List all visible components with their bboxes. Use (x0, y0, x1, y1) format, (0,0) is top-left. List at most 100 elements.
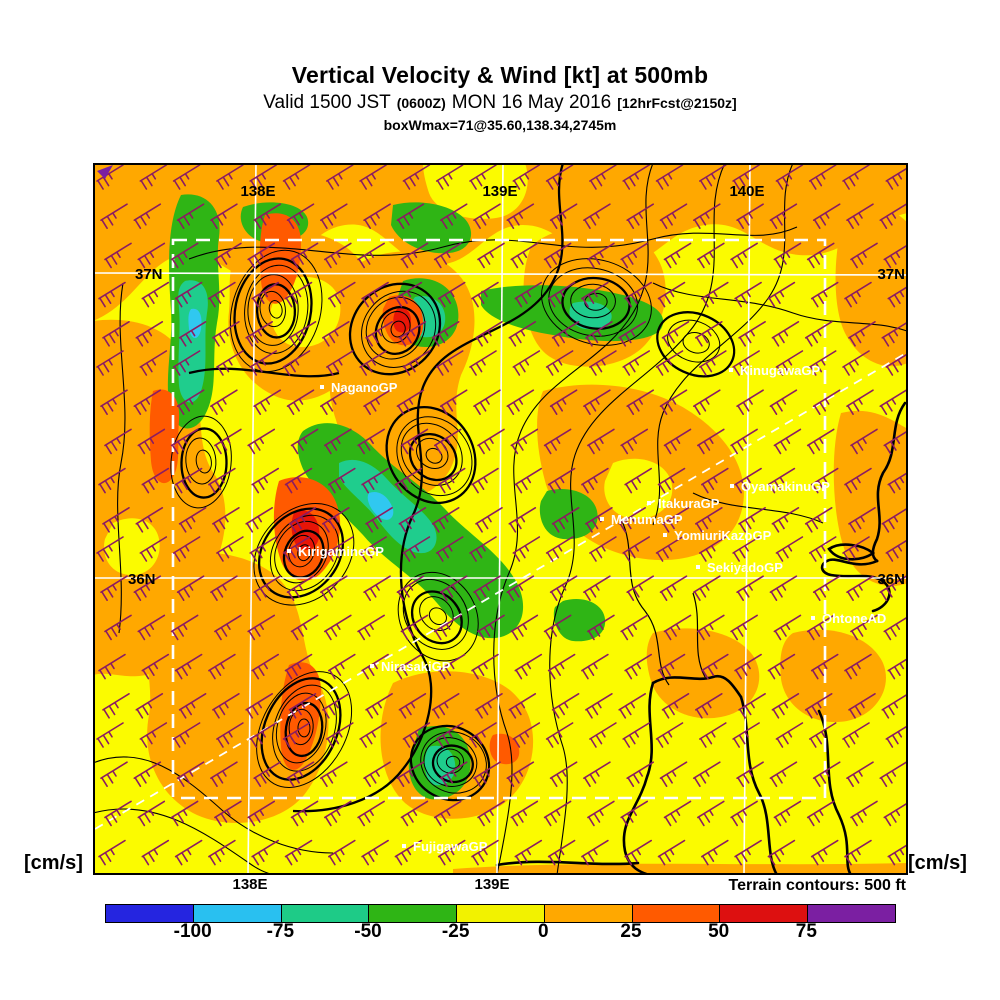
wind-barb-icon (247, 428, 275, 455)
forecast-box-outline (171, 238, 827, 800)
wind-barb-icon (96, 164, 124, 190)
wind-barb-icon (249, 164, 277, 190)
wind-barb-icon (659, 203, 688, 230)
wind-barb-icon (170, 428, 199, 455)
wind-barb-icon (547, 839, 576, 866)
wind-barb-icon (732, 722, 760, 748)
station-label: ItakuraGP (658, 496, 720, 511)
wind-barb-icon (357, 428, 385, 455)
wind-barb-icon (657, 281, 686, 308)
wind-barb-icon (400, 428, 429, 455)
wind-barb-icon (775, 164, 804, 190)
wind-barb-icon (245, 692, 273, 719)
wind-barb-icon (396, 761, 425, 788)
wind-barb-icon (661, 321, 690, 347)
wind-barb-icon (549, 389, 578, 415)
wind-barb-icon (214, 242, 242, 269)
wind-barb-icon (437, 281, 466, 308)
wind-barb-icon (508, 506, 537, 533)
wind-barb-icon (659, 761, 688, 788)
wind-barb-icon (247, 614, 275, 641)
wind-barb-icon (100, 575, 128, 602)
terrain-contour (667, 319, 721, 363)
wind-barb-icon (290, 614, 319, 641)
terrain-contour (288, 534, 316, 568)
wind-barb-icon (698, 164, 727, 190)
units-label-right: [cm/s] (908, 852, 967, 874)
wind-barb-icon (437, 467, 466, 494)
wind-barb-icon (551, 321, 580, 347)
wind-barb-icon (212, 506, 240, 533)
wind-barb-icon (141, 467, 170, 494)
colorbar-tick-label: -100 (173, 921, 212, 942)
station-dot-icon (402, 844, 406, 848)
wind-barb-icon (694, 506, 723, 533)
wind-barb-icon (322, 506, 350, 533)
wind-barb-icon (398, 692, 427, 719)
wind-barb-icon (100, 389, 128, 415)
wind-barb-icon (433, 428, 462, 455)
wind-barb-icon (477, 800, 505, 827)
wind-barb-icon (771, 321, 800, 347)
wind-barb-icon (433, 242, 462, 269)
wind-barb-icon (850, 614, 878, 641)
wind-barb-icon (881, 693, 908, 719)
wind-barb-icon (585, 506, 613, 533)
wind-barb-icon (844, 281, 872, 308)
wind-barb-icon (767, 467, 796, 494)
wind-barb-icon (732, 536, 760, 562)
wind-barb-icon (210, 575, 238, 602)
wind-barb-icon (286, 761, 315, 788)
wind-barb-icon (663, 242, 692, 269)
wind-barb-icon (812, 761, 841, 788)
terrain-contour-note: Terrain contours: 500 ft (728, 877, 906, 894)
terrain-contour (365, 296, 426, 360)
page-title: Vertical Velocity & Wind [kt] at 500mb (291, 62, 709, 88)
wind-barb-icon (848, 321, 876, 347)
wind-barb-icon (216, 536, 244, 562)
wind-barb-icon (437, 653, 466, 680)
wind-barb-icon (885, 166, 908, 190)
wind-barb-icon (663, 428, 692, 455)
wind-barb-icon (286, 203, 315, 230)
wind-barb-icon (178, 321, 207, 347)
wind-barb-icon (133, 389, 162, 415)
wind-barb-icon (251, 281, 279, 308)
wind-barb-icon (139, 164, 168, 190)
terrain-contour (195, 449, 212, 474)
wind-barb-icon (214, 428, 242, 455)
lat-label-36n-left: 36N (128, 571, 156, 588)
wind-barb-icon (137, 614, 166, 641)
wind-barb-icon (326, 536, 354, 562)
station-marker: KinugawaGP (729, 363, 821, 378)
wind-barb-icon (477, 614, 505, 641)
wind-barb-icon (810, 281, 839, 308)
wind-barb-icon (141, 839, 170, 866)
wind-barb-icon (320, 389, 348, 415)
wind-barb-icon (810, 653, 839, 680)
wind-barb-icon (547, 653, 576, 680)
wind-barb-icon (624, 281, 653, 308)
wind-barb-icon (133, 761, 162, 788)
station-marker: YomiuriKazoGP (663, 528, 772, 543)
colorbar-tick-label: 0 (538, 921, 549, 942)
wind-barb-icon (322, 321, 350, 347)
station-label: KinugawaGP (740, 363, 821, 378)
wind-barb-icon (885, 352, 908, 376)
wind-barb-icon (471, 281, 499, 308)
wind-barb-icon (104, 800, 132, 827)
wind-barb-icon (804, 692, 833, 719)
wind-barb-icon (141, 281, 170, 308)
terrain-contour (420, 731, 487, 794)
terrain-contour (431, 744, 474, 784)
terrain-contour (361, 290, 437, 368)
wind-barb-icon (581, 281, 609, 308)
valid-prefix: Valid 1500 JST (263, 92, 391, 113)
wind-barb-icon (475, 692, 503, 719)
wind-barb-icon (767, 653, 796, 680)
wind-barb-icon (659, 575, 688, 602)
wind-barb-icon (698, 722, 727, 748)
colorbar-segment (544, 905, 633, 922)
wind-barb-icon (730, 614, 758, 641)
wind-barb-icon (547, 467, 576, 494)
